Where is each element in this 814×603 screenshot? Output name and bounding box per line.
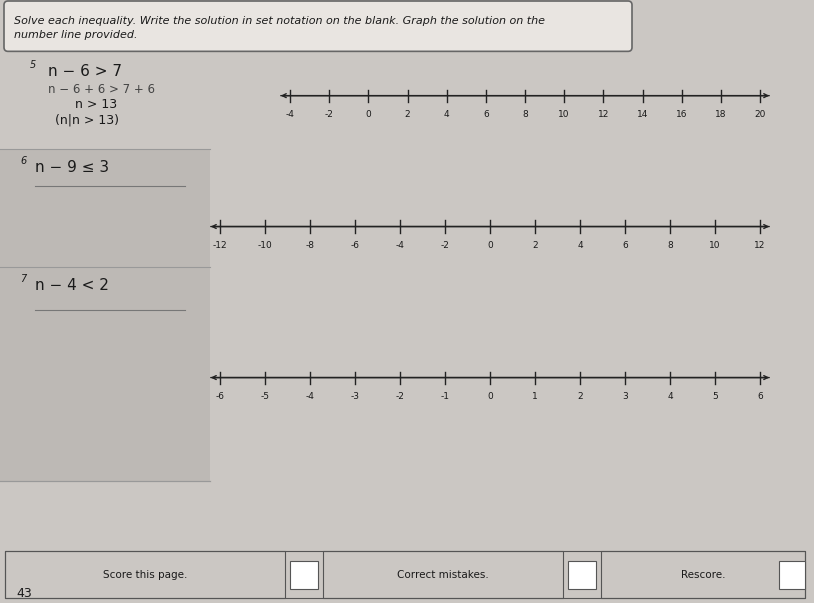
Text: 6: 6 (622, 241, 628, 250)
Bar (5, 551, 805, 598)
Text: -12: -12 (212, 241, 227, 250)
Text: 4: 4 (577, 241, 583, 250)
Bar (323, 551, 563, 598)
Text: 12: 12 (597, 110, 609, 119)
Text: 2: 2 (577, 392, 583, 400)
Text: Score this page.: Score this page. (103, 570, 187, 580)
Bar (290, 561, 318, 589)
Text: 4: 4 (667, 392, 673, 400)
Text: 7: 7 (20, 274, 26, 284)
Bar (0, 149, 210, 481)
Text: 5: 5 (30, 60, 37, 71)
Text: -5: -5 (260, 392, 269, 400)
Text: -6: -6 (351, 241, 360, 250)
Text: -8: -8 (305, 241, 314, 250)
Text: -4: -4 (286, 110, 295, 119)
Bar (779, 561, 805, 589)
Text: n − 6 + 6 > 7 + 6: n − 6 + 6 > 7 + 6 (48, 83, 155, 95)
Text: 1: 1 (532, 392, 538, 400)
Text: -1: -1 (440, 392, 449, 400)
Text: -2: -2 (440, 241, 449, 250)
Text: 5: 5 (712, 392, 718, 400)
Text: -6: -6 (216, 392, 225, 400)
Text: -4: -4 (305, 392, 314, 400)
Text: 6: 6 (20, 156, 26, 166)
Text: 3: 3 (622, 392, 628, 400)
Text: 2: 2 (405, 110, 410, 119)
Text: 8: 8 (522, 110, 527, 119)
Text: n − 9 ≤ 3: n − 9 ≤ 3 (35, 160, 109, 175)
Text: -3: -3 (351, 392, 360, 400)
Text: n − 4 < 2: n − 4 < 2 (35, 278, 109, 293)
Text: Rescore.: Rescore. (681, 570, 725, 580)
Text: 10: 10 (709, 241, 720, 250)
Text: 2: 2 (532, 241, 538, 250)
Bar (601, 551, 805, 598)
Text: Correct mistakes.: Correct mistakes. (397, 570, 489, 580)
Bar (568, 561, 596, 589)
Text: 16: 16 (676, 110, 687, 119)
FancyBboxPatch shape (4, 1, 632, 51)
Text: n > 13: n > 13 (75, 98, 117, 111)
Text: 6: 6 (757, 392, 763, 400)
Text: 0: 0 (487, 392, 492, 400)
Text: -10: -10 (257, 241, 273, 250)
Text: 10: 10 (558, 110, 570, 119)
Text: n − 6 > 7: n − 6 > 7 (48, 65, 122, 80)
Text: 8: 8 (667, 241, 673, 250)
Text: number line provided.: number line provided. (14, 30, 138, 40)
Text: (n|n > 13): (n|n > 13) (55, 114, 119, 127)
Text: -4: -4 (396, 241, 405, 250)
Text: 14: 14 (637, 110, 648, 119)
Text: -2: -2 (325, 110, 334, 119)
Text: 18: 18 (715, 110, 727, 119)
Text: 20: 20 (755, 110, 766, 119)
Text: 6: 6 (483, 110, 488, 119)
Text: -2: -2 (396, 392, 405, 400)
Text: Solve each inequality. Write the solution in set notation on the blank. Graph th: Solve each inequality. Write the solutio… (14, 16, 545, 26)
Text: 4: 4 (444, 110, 449, 119)
Text: 43: 43 (16, 587, 32, 600)
Text: 0: 0 (365, 110, 371, 119)
Text: 12: 12 (755, 241, 766, 250)
Bar (5, 551, 285, 598)
Text: 0: 0 (487, 241, 492, 250)
